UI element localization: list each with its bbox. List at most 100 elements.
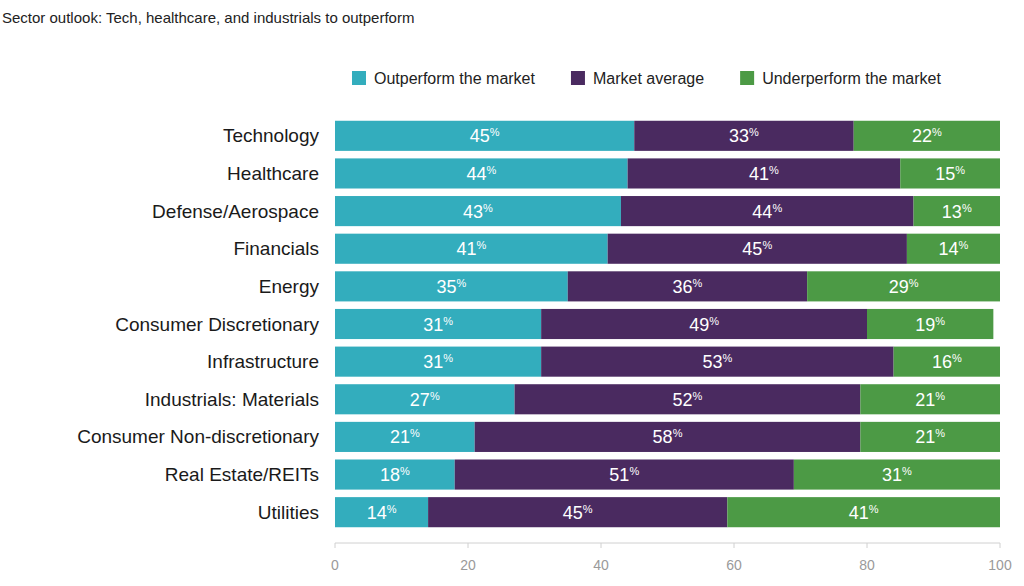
data-label: 41%: [749, 164, 779, 184]
bar-segment: [900, 158, 1000, 188]
bar-segment: [335, 384, 515, 414]
legend: Outperform the market Market average Under…: [352, 70, 941, 87]
tick-mark: [335, 543, 336, 548]
data-label: 31%: [882, 465, 912, 485]
data-label: 15%: [935, 164, 965, 184]
data-label: 22%: [912, 126, 942, 146]
bar-segment: [860, 384, 1000, 414]
bar-segment: [428, 497, 727, 527]
bar-segment: [541, 347, 893, 377]
bar-segment: [854, 121, 1000, 151]
bar-segment: [515, 384, 861, 414]
data-label: 13%: [942, 202, 972, 222]
bar-segment: [914, 196, 1000, 226]
bar-segment: [727, 497, 1000, 527]
data-label: 27%: [410, 390, 440, 410]
data-label: 31%: [423, 352, 453, 372]
data-label: 36%: [673, 277, 703, 297]
bar-segment: [335, 158, 628, 188]
legend-label: Market average: [593, 70, 704, 87]
data-label: 29%: [889, 277, 919, 297]
data-label: 41%: [849, 503, 879, 523]
tick-label: 60: [726, 557, 742, 573]
data-label: 49%: [689, 315, 719, 335]
tick-mark: [601, 543, 602, 548]
data-label: 52%: [673, 390, 703, 410]
data-label: 35%: [436, 277, 466, 297]
bar-segment: [608, 234, 907, 264]
legend-swatch: [571, 71, 585, 85]
bar-segment: [335, 271, 568, 301]
data-label: 14%: [939, 239, 969, 259]
data-label: 21%: [915, 427, 945, 447]
bar-segment: [894, 347, 1000, 377]
data-label: 33%: [729, 126, 759, 146]
x-axis: 0 20 40 60 80 100: [331, 543, 1012, 573]
category-label: Consumer Discretionary: [115, 314, 319, 335]
bar-segment: [335, 497, 428, 527]
bar-segment: [475, 422, 861, 452]
tick-label: 80: [859, 557, 875, 573]
y-axis: Technology Healthcare Defense/Aerospace Fin…: [77, 125, 319, 522]
tick-mark: [734, 543, 735, 548]
bar-segment: [907, 234, 1000, 264]
data-label: 21%: [915, 390, 945, 410]
data-label: 16%: [932, 352, 962, 372]
category-label: Infrastructure: [207, 351, 319, 372]
bar-segment: [860, 422, 1000, 452]
tick-mark: [867, 543, 868, 548]
bar-segment: [867, 309, 993, 339]
data-label: 14%: [367, 503, 397, 523]
data-label: 21%: [390, 427, 420, 447]
category-label: Utilities: [258, 502, 319, 523]
bar-segment: [335, 196, 621, 226]
data-label: 44%: [752, 202, 782, 222]
bar-segment: [335, 309, 541, 339]
legend-label: Underperform the market: [762, 70, 941, 87]
bar-segment: [621, 196, 914, 226]
bar-segment: [541, 309, 867, 339]
data-label: 43%: [463, 202, 493, 222]
data-label: 18%: [380, 465, 410, 485]
bar-segment: [335, 234, 608, 264]
tick-label: 0: [331, 557, 339, 573]
bar-segment: [335, 121, 634, 151]
legend-label: Outperform the market: [374, 70, 536, 87]
category-label: Industrials: Materials: [145, 389, 319, 410]
tick-label: 40: [593, 557, 609, 573]
data-label: 44%: [466, 164, 496, 184]
bar-segment: [634, 121, 853, 151]
category-label: Defense/Aerospace: [152, 201, 319, 222]
bar-segment: [335, 459, 455, 489]
data-label: 19%: [915, 315, 945, 335]
category-label: Healthcare: [227, 163, 319, 184]
title: Sector outlook: Tech, healthcare, and in…: [2, 9, 414, 26]
tick-label: 100: [988, 557, 1012, 573]
bar-segment: [568, 271, 807, 301]
bar-segment: [335, 422, 475, 452]
bar-segment: [807, 271, 1000, 301]
data-label: 45%: [563, 503, 593, 523]
data-label: 31%: [423, 315, 453, 335]
tick-mark: [1000, 543, 1001, 548]
data-label: 53%: [702, 352, 732, 372]
tick-label: 20: [460, 557, 476, 573]
category-label: Consumer Non-discretionary: [77, 426, 319, 447]
category-label: Energy: [259, 276, 320, 297]
category-label: Financials: [233, 238, 319, 259]
data-label: 41%: [456, 239, 486, 259]
page: {"chart_data": { "type": "bar", "orienta…: [0, 0, 1024, 586]
chart: Sector outlook: Tech, healthcare, and in…: [0, 0, 1024, 586]
category-label: Technology: [223, 125, 320, 146]
category-label: Real Estate/REITs: [165, 464, 319, 485]
bar-segment: [628, 158, 901, 188]
bar-segment: [455, 459, 794, 489]
tick-mark: [468, 543, 469, 548]
data-label: 45%: [470, 126, 500, 146]
bar-segment: [794, 459, 1000, 489]
data-labels: 45% 44% 43% 41% 35% 31% 31% 27% 21% 18% 14% 33% 41% 4…: [367, 126, 972, 522]
bar-segment: [335, 347, 541, 377]
data-label: 58%: [653, 427, 683, 447]
axis-line: [335, 543, 1000, 544]
bars: [335, 121, 1000, 527]
